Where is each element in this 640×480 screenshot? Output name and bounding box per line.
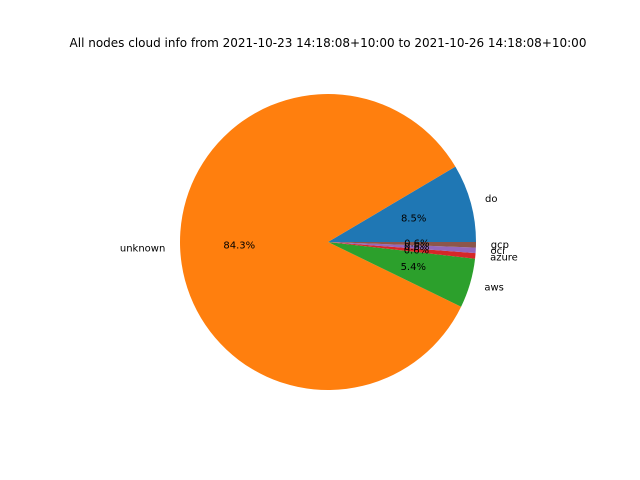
slice-label-azure: azure <box>490 252 518 263</box>
slice-label-unknown: unknown <box>120 244 165 255</box>
pie-slices <box>180 93 476 390</box>
slice-pct-label-unknown: 84.3% <box>223 241 255 252</box>
pie-slice-unknown <box>180 93 462 390</box>
slice-pct-label-aws: 5.4% <box>401 262 426 273</box>
slice-pct-label-do: 8.5% <box>401 214 426 225</box>
slice-pct-label-azure: 0.6% <box>404 245 429 256</box>
slice-label-do: do <box>485 194 497 205</box>
slice-label-aws: aws <box>484 282 504 293</box>
slice-pct-label-gcp: 0.6% <box>404 239 429 250</box>
pie-labels: do 8.5% unknown 84.3% aws 5.4% azure 0.6% oci 0.6… <box>120 194 518 293</box>
pie-slice-do <box>328 166 476 242</box>
pie-slice-oci <box>328 242 476 254</box>
slice-label-gcp: gcp <box>491 240 509 251</box>
slice-label-oci: oci <box>491 246 505 257</box>
pie-slice-azure <box>328 242 476 259</box>
chart-title: All nodes cloud info from 2021-10-23 14:… <box>69 36 587 50</box>
pie-slice-gcp <box>328 242 476 248</box>
slice-pct-label-oci: 0.6% <box>404 242 429 253</box>
pie-slice-aws <box>328 242 476 307</box>
